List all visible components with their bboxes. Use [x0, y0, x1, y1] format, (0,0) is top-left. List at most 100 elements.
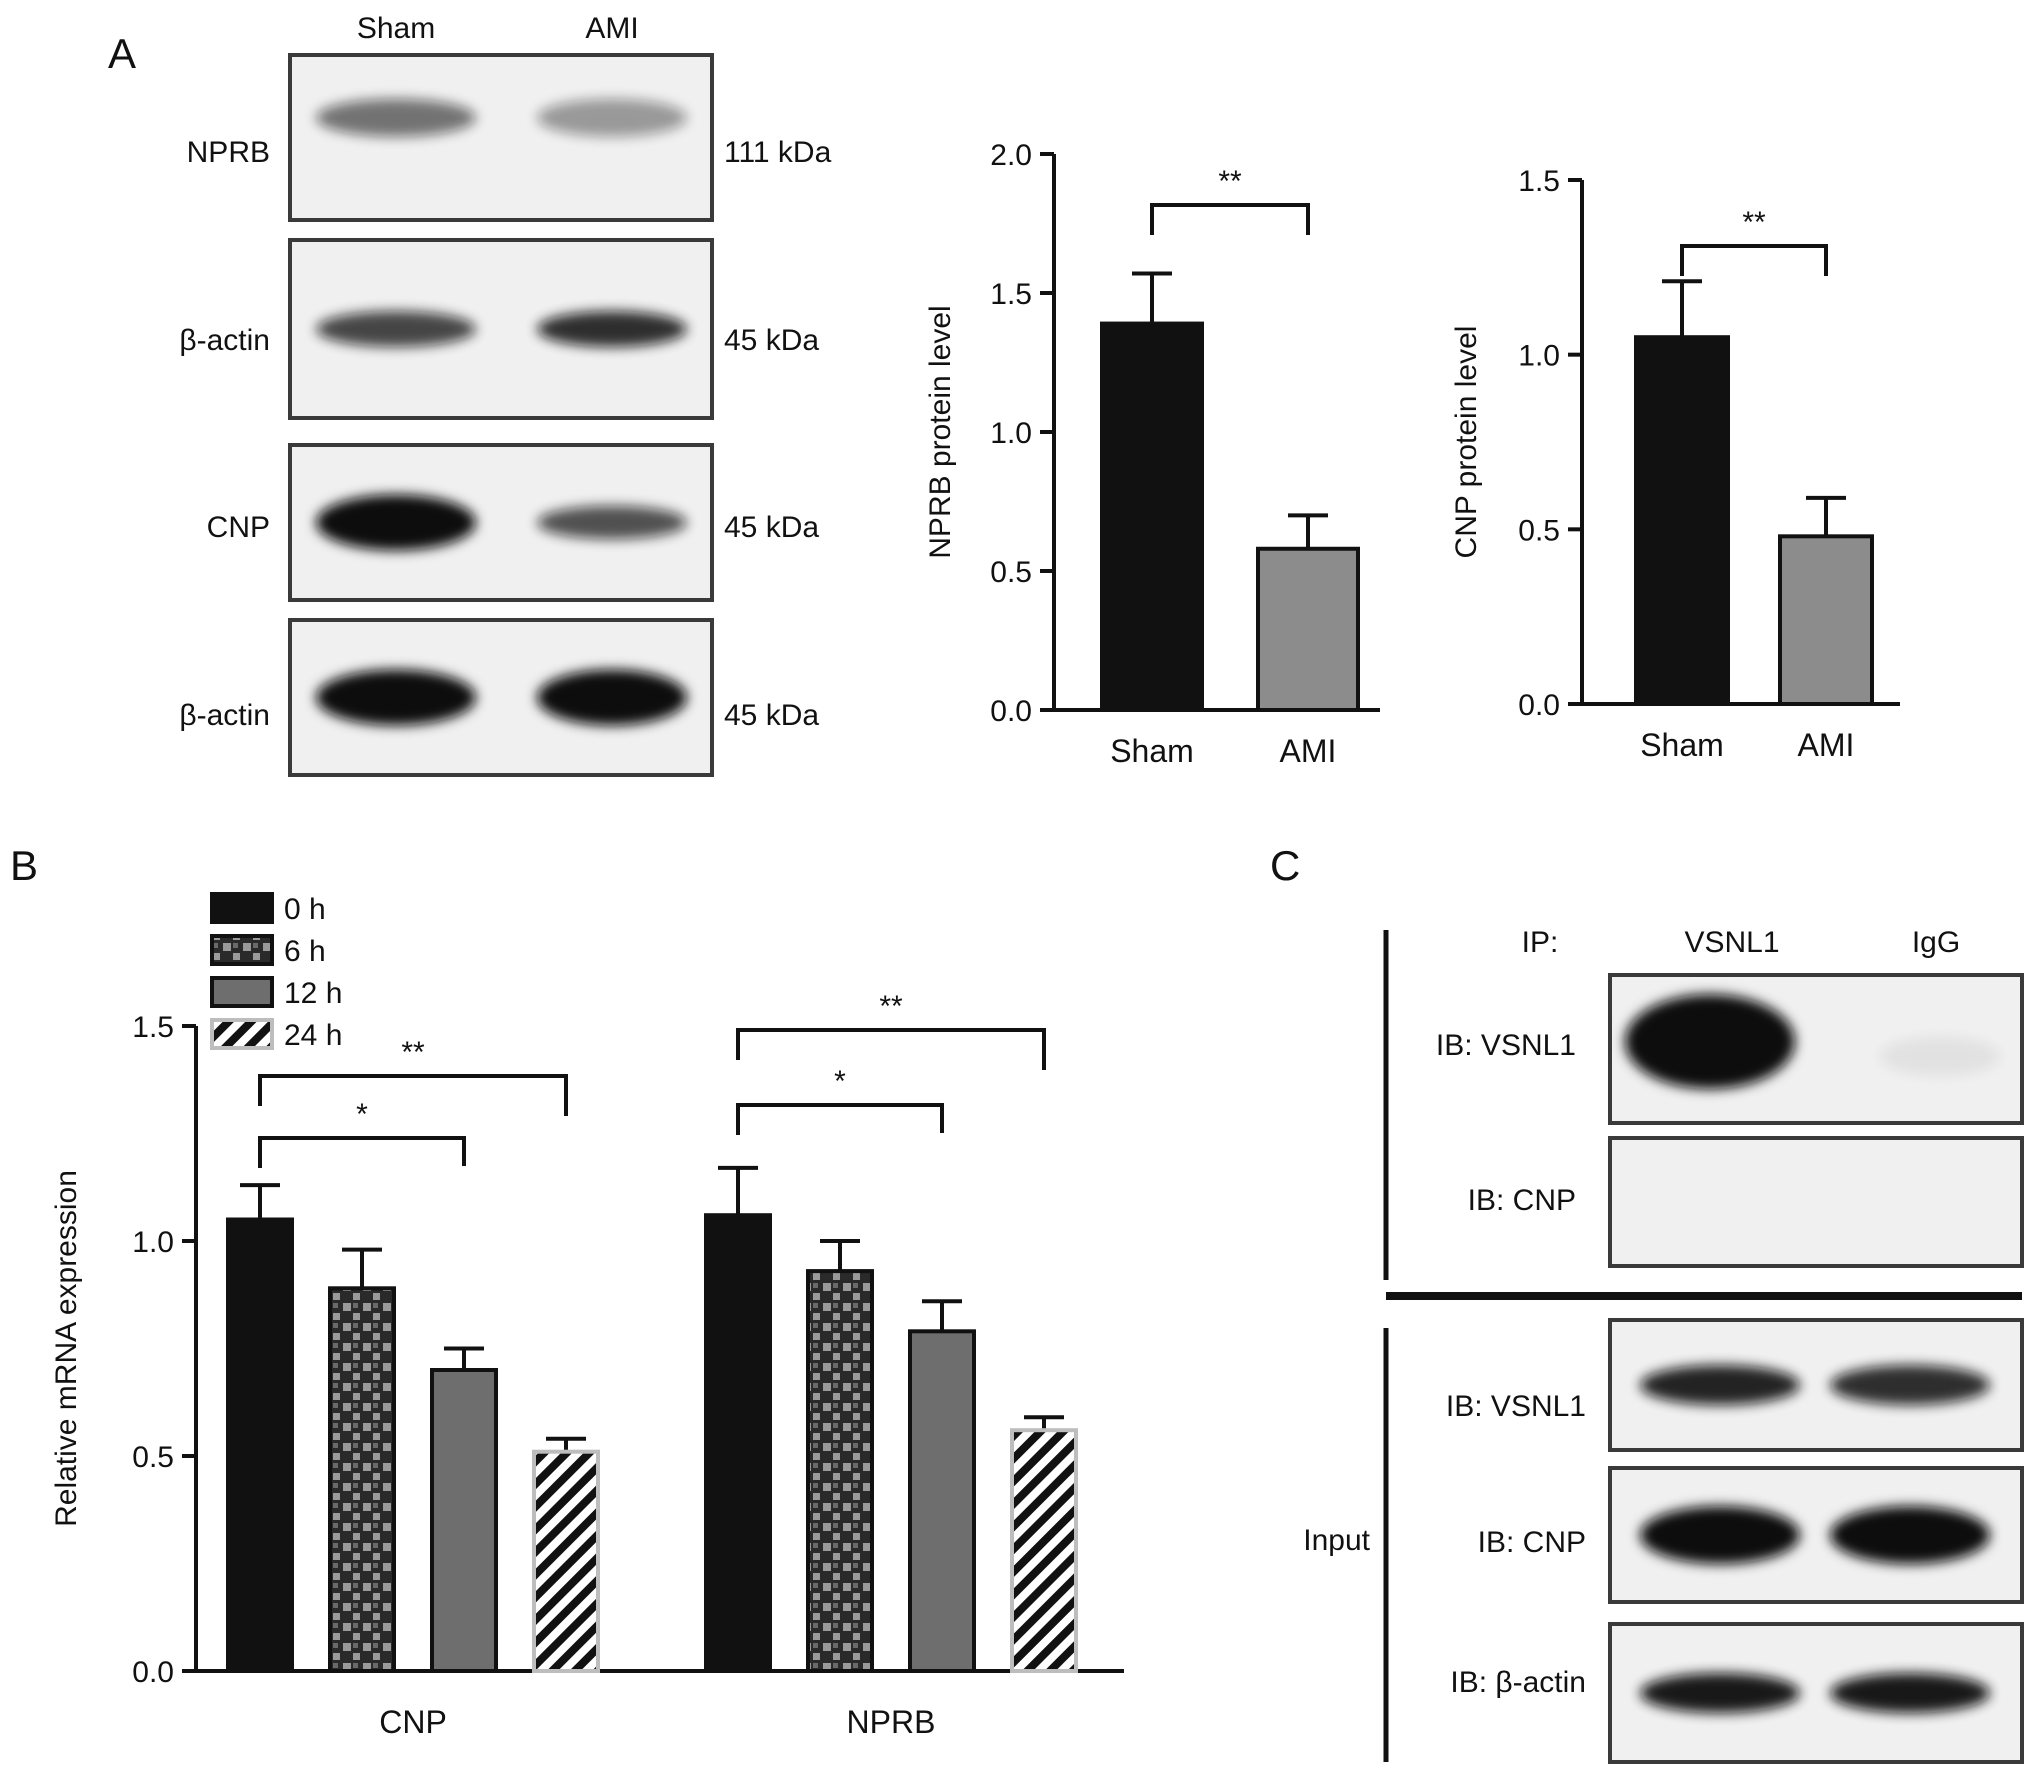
chart0-y-tick-label: 1.0: [990, 417, 1032, 450]
lane-label-vsnl1: VSNL1: [1684, 926, 1779, 959]
chart0-bar-sham: [1100, 321, 1204, 712]
band-sham-row-2: [316, 494, 476, 551]
chart0-x-tick-label: AMI: [1280, 733, 1337, 769]
chart2-significance-label: *: [356, 1098, 368, 1131]
western-blot-panel-a: Sham AMI NPRB 111 kDa β-actin 45 kDa CNP…: [179, 12, 832, 777]
chart0-x-tick-label: Sham: [1110, 733, 1194, 769]
western-blot-panel-c: IP: VSNL1 IgG IB: VSNL1 IB: CNP Input IB…: [1303, 926, 2024, 1764]
chart2-bar-nprb-6h: [806, 1269, 874, 1673]
chart1-bar-ami: [1778, 534, 1874, 706]
blot-row-label-actin-1: β-actin: [179, 324, 270, 357]
chart0-y-tick-label: 1.5: [990, 278, 1032, 311]
chart1-x-tick-label: Sham: [1640, 727, 1724, 763]
chart1-y-tick-label: 1.0: [1518, 340, 1560, 373]
chart2-significance: [258, 1074, 568, 1116]
input-row-label-cnp: IB: CNP: [1478, 1526, 1586, 1559]
chart2-y-tick-label: 0.0: [132, 1656, 174, 1689]
blot-row-size-cnp: 45 kDa: [724, 511, 819, 544]
chart0-y-tick-label: 0.0: [990, 695, 1032, 728]
chart2-bar-nprb-12h: [908, 1329, 976, 1674]
panel-label-b: B: [10, 842, 38, 889]
blot-row-label-nprb: NPRB: [187, 136, 270, 169]
band-ami-row-2: [537, 505, 687, 540]
lane-label-sham: Sham: [357, 12, 435, 45]
chart2-significance-label: **: [879, 990, 903, 1023]
panel-label-c: C: [1270, 842, 1300, 889]
input-band-vsnl1-lane-2: [1640, 1673, 1800, 1713]
chart0-y-tick-label: 2.0: [990, 139, 1032, 172]
chart1-y-axis-label: CNP protein level: [1450, 326, 1483, 559]
chart2-bar-cnp-0h: [226, 1217, 294, 1673]
input-row-label-actin: IB: β-actin: [1450, 1666, 1586, 1699]
chart2-significance: [736, 1028, 1046, 1070]
chart1-significance-label: **: [1742, 206, 1766, 239]
legend-swatch-12h: [210, 976, 274, 1008]
chart1-x-tick-label: AMI: [1798, 727, 1855, 763]
legend-label: 6 h: [284, 935, 326, 968]
chart2-y-tick-label: 1.5: [132, 1011, 174, 1044]
blot-row-size-actin-2: 45 kDa: [724, 699, 819, 732]
input-band-vsnl1-lane-1: [1640, 1506, 1800, 1564]
ip-band-vsnl1-0: [1625, 994, 1795, 1090]
blot-row-label-cnp: CNP: [207, 511, 270, 544]
chart2-y-tick-label: 0.5: [132, 1441, 174, 1474]
chart2-significance-label: *: [834, 1065, 846, 1098]
band-ami-row-3: [537, 669, 687, 726]
legend-swatch-6h: [210, 934, 274, 966]
chart1-y-tick-label: 0.5: [1518, 514, 1560, 547]
legend-label: 24 h: [284, 1019, 342, 1052]
chart-nprb-protein: 0.0 0.5 1.0 1.5 2.0 NPRB protein level Sham AMI…: [924, 139, 1380, 769]
input-label: Input: [1303, 1524, 1370, 1557]
band-sham-row-3: [316, 669, 476, 726]
input-band-vsnl1-lane-0: [1640, 1365, 1800, 1405]
band-ami-row-0: [537, 98, 687, 137]
blot-box-row-0: [288, 53, 714, 222]
chart0-y-tick-label: 0.5: [990, 556, 1032, 589]
chart-mrna-expression: 0.0 0.5 1.0 1.5 Relative mRNA expression CNP N…: [50, 892, 1124, 1740]
input-row-label-vsnl1: IB: VSNL1: [1446, 1390, 1586, 1423]
chart2-bar-cnp-24h: [532, 1449, 600, 1673]
chart2-x-tick-label: CNP: [379, 1704, 447, 1740]
chart2-y-axis-label: Relative mRNA expression: [50, 1170, 83, 1527]
band-sham-row-1: [316, 311, 476, 347]
chart0-significance: [1150, 203, 1310, 235]
blot-row-size-nprb: 111 kDa: [724, 136, 832, 169]
chart2-bar-nprb-24h: [1010, 1428, 1078, 1673]
input-band-igg-lane-1: [1830, 1506, 1990, 1564]
legend-label: 12 h: [284, 977, 342, 1010]
input-band-igg-lane-2: [1830, 1673, 1990, 1713]
chart2-significance: [736, 1103, 944, 1135]
blot-row-size-actin-1: 45 kDa: [724, 324, 819, 357]
chart2-bar-nprb-0h: [704, 1213, 772, 1673]
chart1-y-tick-label: 0.0: [1518, 689, 1560, 722]
chart1-significance: [1680, 244, 1828, 276]
chart2-bar-cnp-6h: [328, 1286, 396, 1674]
chart2-x-tick-label: NPRB: [847, 1704, 936, 1740]
chart2-y-tick-label: 1.0: [132, 1226, 174, 1259]
chart1-y-tick-label: 1.5: [1518, 165, 1560, 198]
chart2-significance-label: **: [401, 1036, 425, 1069]
band-ami-row-1: [537, 311, 687, 347]
panel-label-a: A: [108, 30, 136, 77]
legend-swatch-24h: [210, 1018, 274, 1050]
blot-row-label-actin-2: β-actin: [179, 699, 270, 732]
chart2-bar-cnp-12h: [430, 1368, 498, 1673]
chart2-significance: [258, 1136, 466, 1168]
band-sham-row-0: [316, 98, 476, 137]
ip-label: IP:: [1522, 926, 1559, 959]
legend-label: 0 h: [284, 893, 326, 926]
ip-blot-box-1: [1608, 1136, 2024, 1268]
chart0-y-axis-label: NPRB protein level: [924, 305, 957, 558]
chart0-significance-label: **: [1218, 165, 1242, 198]
ip-row-label-cnp: IB: CNP: [1468, 1184, 1576, 1217]
ip-row-label-vsnl1: IB: VSNL1: [1436, 1029, 1576, 1062]
chart-cnp-protein: 0.0 0.5 1.0 1.5 CNP protein level Sham AMI **: [1450, 165, 1900, 763]
chart1-bar-sham: [1634, 335, 1730, 706]
input-band-igg-lane-0: [1830, 1365, 1990, 1405]
lane-label-ami: AMI: [585, 12, 638, 45]
legend-swatch-0h: [210, 892, 274, 924]
lane-label-igg: IgG: [1912, 926, 1960, 959]
chart0-bar-ami: [1256, 546, 1360, 713]
ip-band-igg-0: [1880, 1036, 2000, 1077]
